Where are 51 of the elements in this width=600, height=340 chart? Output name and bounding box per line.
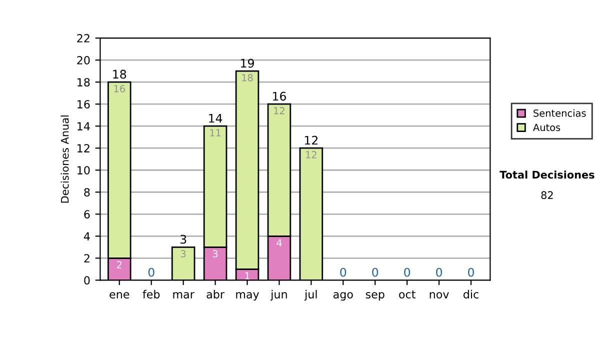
x-tick-label: jul [304, 290, 317, 301]
total-label: 0 [340, 268, 346, 277]
total-label: 0 [372, 268, 378, 277]
data-label: 3 [212, 250, 218, 258]
legend-label: Sentencias [534, 109, 586, 117]
y-tick-label: 2 [84, 254, 90, 262]
data-label: 11 [210, 129, 221, 136]
y-axis-title: Decisiones Anual [60, 116, 69, 203]
y-tick-label: 10 [78, 166, 90, 175]
y-tick-label: 22 [77, 34, 90, 42]
y-tick-label: 12 [78, 144, 90, 152]
total-label: 3 [180, 234, 186, 244]
total-label: 18 [113, 70, 126, 79]
data-label: 2 [117, 261, 122, 268]
x-tick-label: oct [399, 290, 416, 298]
x-tick-label: may [236, 292, 260, 301]
y-tick-label: 14 [78, 122, 90, 130]
total-label: 16 [273, 92, 286, 101]
data-label: 3 [180, 250, 186, 258]
x-tick-label: ene [110, 292, 130, 298]
x-tick-label: jun [270, 290, 287, 301]
total-label: 0 [436, 268, 442, 277]
total-label: 12 [304, 136, 318, 145]
text: 82 [541, 191, 553, 200]
data-label: 12 [274, 107, 284, 114]
y-tick-label: 4 [84, 232, 90, 240]
x-tick-label: sep [366, 292, 384, 301]
y-tick-label: 6 [84, 210, 90, 219]
x-tick-label: nov [430, 292, 449, 298]
total-label: 19 [241, 58, 254, 68]
y-tick-label: 16 [78, 100, 90, 108]
total-label: 0 [468, 268, 474, 277]
total-label: 0 [404, 268, 410, 277]
text: Total Decisiones [500, 170, 594, 179]
y-tick-label: 0 [84, 276, 90, 285]
total-label: 14 [209, 114, 222, 123]
data-label: 1 [245, 272, 250, 280]
x-tick-label: mar [173, 292, 194, 298]
y-tick-label: 8 [84, 188, 90, 197]
y-tick-label: 18 [78, 78, 90, 86]
data-label: 12 [306, 151, 316, 158]
x-tick-label: feb [142, 290, 160, 298]
legend-label: Autos [533, 124, 560, 132]
x-tick-label: abr [206, 290, 224, 298]
data-label: 4 [276, 239, 282, 246]
data-label: 16 [114, 85, 125, 92]
data-label: 18 [242, 74, 253, 82]
total-label: 0 [148, 268, 154, 277]
x-tick-label: dic [464, 290, 478, 298]
y-tick-label: 20 [77, 56, 90, 64]
x-tick-label: ago [333, 292, 353, 301]
